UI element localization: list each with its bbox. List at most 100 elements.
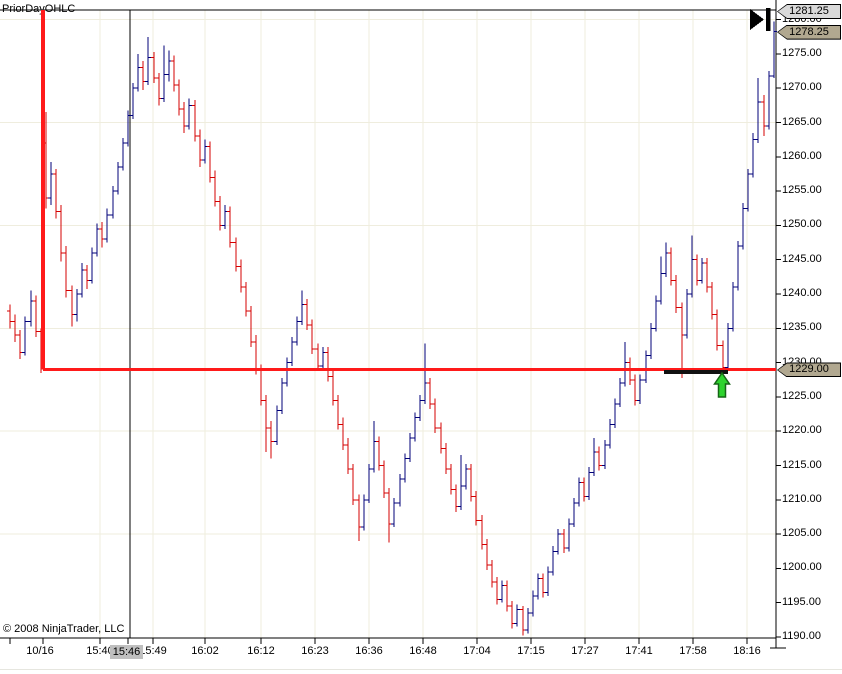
ohlc-bar xyxy=(320,347,326,370)
price-axis-label: 1255.00 xyxy=(782,184,822,197)
ohlc-bar xyxy=(468,463,474,502)
ohlc-bar xyxy=(263,395,269,452)
ohlc-bar xyxy=(7,304,13,329)
ohlc-bar xyxy=(709,281,715,320)
price-axis-label: 1235.00 xyxy=(782,321,822,334)
ohlc-bar xyxy=(309,319,315,355)
ohlc-bar xyxy=(668,247,674,286)
price-axis-label: 1195.00 xyxy=(782,595,821,608)
ohlc-bar xyxy=(402,453,408,483)
ohlc-bar xyxy=(755,77,761,144)
ohlc-bar xyxy=(596,446,602,471)
ohlc-bar xyxy=(627,357,633,385)
ohlc-bar xyxy=(186,98,192,130)
price-axis-label: 1215.00 xyxy=(782,458,822,471)
ohlc-bar xyxy=(494,576,500,605)
price-axis-label: 1275.00 xyxy=(782,46,822,59)
ohlc-bar xyxy=(499,580,505,603)
price-axis-label: 1220.00 xyxy=(782,424,822,437)
ohlc-bar xyxy=(438,422,444,454)
ohlc-bar xyxy=(576,477,582,507)
time-axis-label: 17:58 xyxy=(679,645,707,657)
ohlc-bar xyxy=(591,438,597,476)
time-axis-label: 17:41 xyxy=(625,645,653,657)
ohlc-bar xyxy=(622,342,628,387)
price-tag-prior-close-value: 1229.00 xyxy=(778,363,840,377)
ohlc-bar xyxy=(151,52,157,84)
price-axis-label: 1260.00 xyxy=(782,149,822,162)
time-axis-label: 16:02 xyxy=(191,645,219,657)
ohlc-bar xyxy=(607,419,613,449)
ohlc-bar xyxy=(443,443,449,475)
price-tag-high: 1281.25 xyxy=(777,4,841,20)
price-axis-label: 1210.00 xyxy=(782,492,822,505)
ohlc-bar xyxy=(17,330,23,360)
ohlc-bar xyxy=(407,432,413,463)
ohlc-bar xyxy=(79,263,85,298)
buy-arrow-icon xyxy=(713,371,731,398)
ohlc-bar xyxy=(545,566,551,596)
time-axis-label: 16:36 xyxy=(355,645,383,657)
ohlc-bar xyxy=(192,100,198,142)
ohlc-bar xyxy=(571,498,577,528)
ohlc-bar xyxy=(694,254,700,286)
ohlc-bar xyxy=(161,45,167,102)
ohlc-bar xyxy=(658,256,664,305)
ohlc-bar xyxy=(514,604,520,627)
ohlc-bar xyxy=(520,606,526,636)
ohlc-bar xyxy=(145,36,151,85)
ohlc-bar xyxy=(171,55,177,92)
ohlc-bar xyxy=(350,463,356,505)
indicator-label: PriorDayOHLC xyxy=(2,3,76,15)
price-tag-last-value: 1278.25 xyxy=(778,25,840,39)
price-axis-label: 1250.00 xyxy=(782,218,822,231)
ohlc-bar xyxy=(166,50,172,82)
time-axis-label: 15:49 xyxy=(139,645,167,657)
window-bottom-divider xyxy=(0,669,842,670)
ohlc-bar xyxy=(22,316,28,356)
time-axis-label: 18:16 xyxy=(733,645,761,657)
ohlc-bar xyxy=(473,491,479,526)
ohlc-bar xyxy=(735,240,741,291)
ohlc-bar xyxy=(525,607,531,634)
crosshair-time-label: 15:46 xyxy=(110,645,143,659)
ohlc-bar xyxy=(740,203,746,250)
ohlc-bar xyxy=(684,288,690,339)
ohlc-bar xyxy=(69,285,75,327)
ohlc-bar xyxy=(663,242,669,277)
ohlc-bar xyxy=(453,484,459,512)
ohlc-bar xyxy=(509,600,515,629)
ohlc-bar xyxy=(84,264,90,289)
ohlc-bar xyxy=(427,378,433,409)
ohlc-bar xyxy=(489,559,495,588)
time-axis-label: 16:23 xyxy=(301,645,329,657)
ohlc-bar xyxy=(673,275,679,313)
ohlc-bar xyxy=(412,412,418,442)
ohlc-bar xyxy=(202,139,208,164)
scroll-to-end-triangle-icon[interactable] xyxy=(750,9,764,30)
ohlc-bar xyxy=(463,463,469,490)
ohlc-bar xyxy=(617,378,623,408)
ohlc-bar xyxy=(540,573,546,598)
price-axis-label: 1245.00 xyxy=(782,252,822,265)
ohlc-bar xyxy=(632,374,638,406)
price-axis-label: 1270.00 xyxy=(782,81,822,94)
price-axis-label: 1205.00 xyxy=(782,527,822,540)
ohlc-bar xyxy=(679,302,685,379)
ohlc-bar xyxy=(745,168,751,212)
ohlc-bar xyxy=(484,539,490,571)
ohlc-bar xyxy=(299,290,305,325)
ohlc-bar xyxy=(274,405,280,445)
ohlc-bar xyxy=(504,580,510,612)
ohlc-bar xyxy=(561,528,567,553)
ohlc-bar xyxy=(381,460,387,499)
time-axis-label: 16:12 xyxy=(247,645,275,657)
ohlc-bar xyxy=(689,235,695,298)
ohlc-bar xyxy=(284,357,290,387)
time-axis-label: 17:27 xyxy=(571,645,599,657)
ohlc-bar xyxy=(637,374,643,404)
ohlc-bar xyxy=(771,21,777,78)
price-axis-label: 1265.00 xyxy=(782,115,822,128)
scroll-to-end-bar-icon[interactable] xyxy=(766,8,771,31)
